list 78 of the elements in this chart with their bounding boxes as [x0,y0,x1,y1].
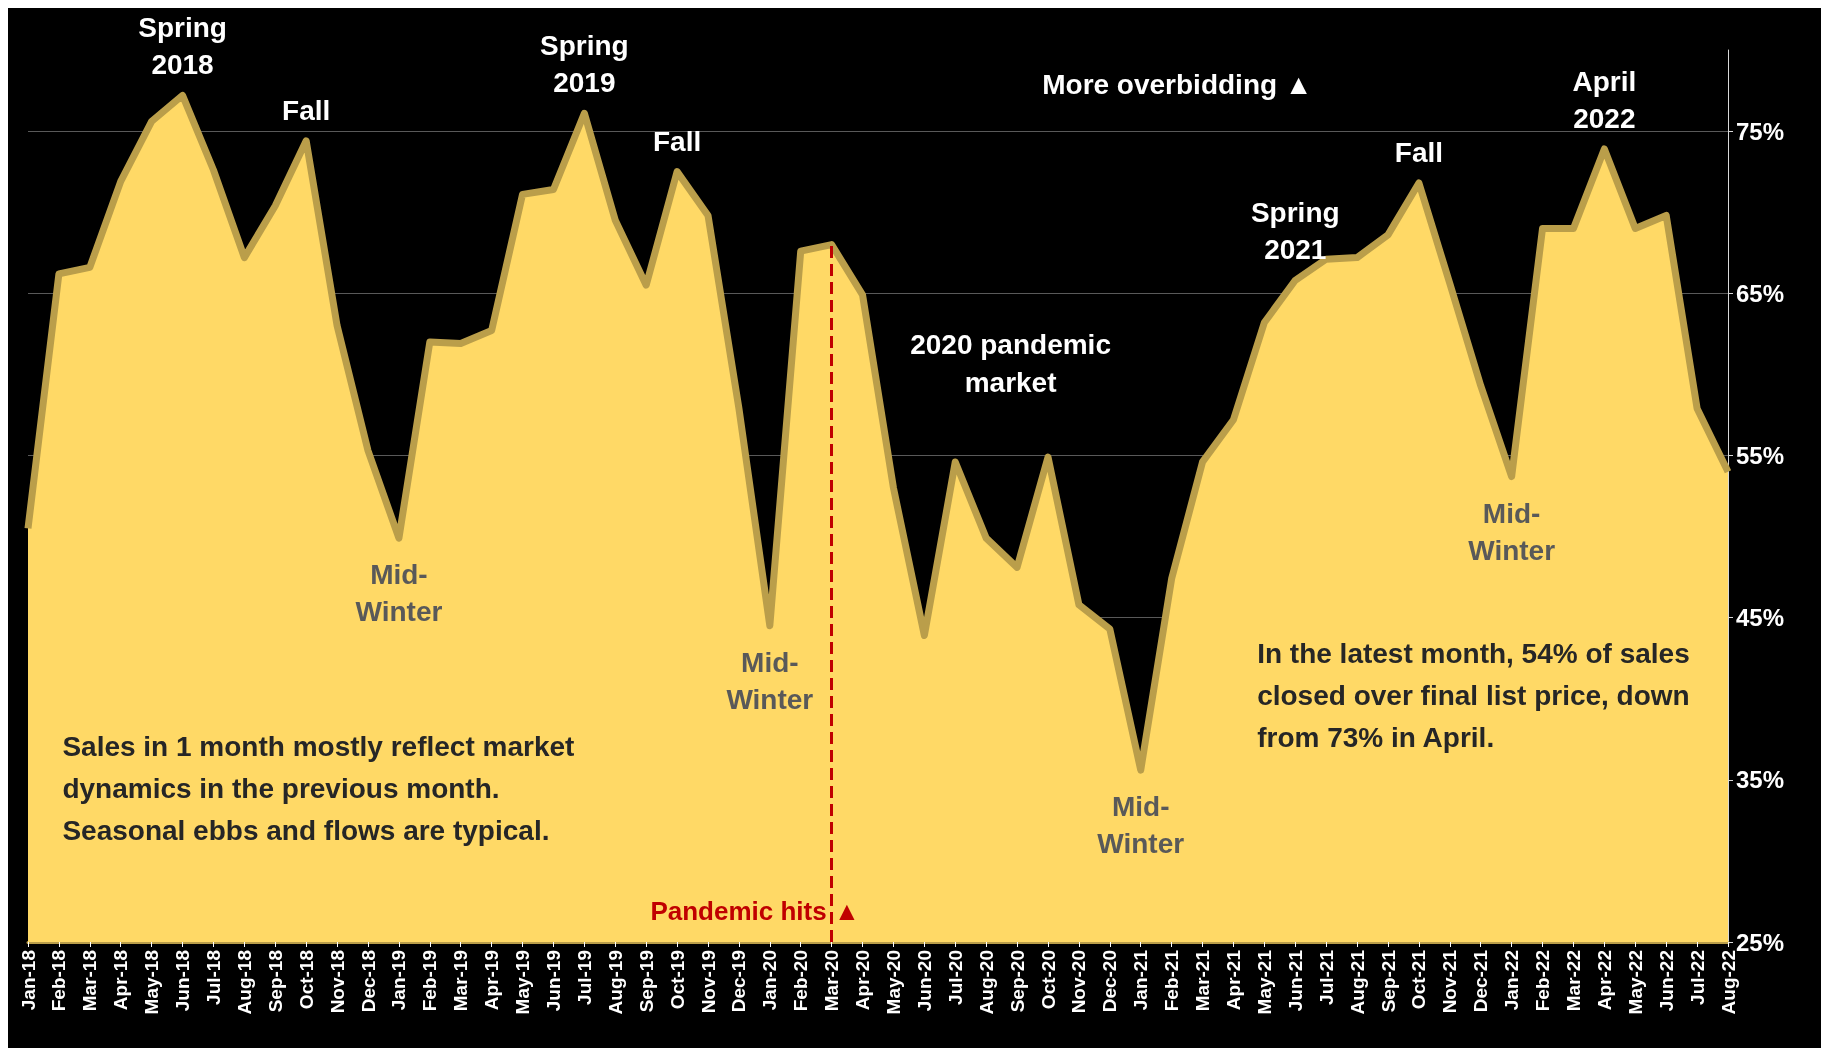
x-tick-label: Nov-21 [1439,949,1461,1014]
annotation: Mid- Winter [726,646,814,715]
x-tick-label: Mar-18 [79,950,101,1012]
x-tick-label: Sep-21 [1377,949,1399,1013]
annotation: Mid- Winter [355,559,443,628]
annotation: Spring 2021 [1250,197,1340,266]
x-tick-label: Jul-21 [1315,949,1337,1005]
annotation: April 2022 [1572,65,1637,134]
annotation: Spring 2018 [138,12,227,81]
annotation: Fall [1394,136,1444,168]
x-tick-label: Mar-22 [1562,950,1584,1012]
x-tick-label: May-20 [882,950,904,1015]
y-tick-label: 25% [1736,928,1785,956]
x-tick-label: Aug-21 [1346,949,1368,1015]
x-tick-label: Jun-18 [172,950,194,1012]
x-tick-label: Oct-19 [666,950,688,1010]
x-tick-label: Jun-19 [542,950,564,1012]
x-tick-label: Apr-19 [481,950,503,1011]
x-tick-label: Aug-22 [1717,950,1739,1015]
x-tick-label: Sep-20 [1006,950,1028,1013]
x-tick-label: Feb-22 [1532,950,1554,1012]
x-tick-label: May-21 [1253,949,1275,1015]
x-tick-label: Jun-22 [1655,950,1677,1012]
x-tick-label: Dec-19 [728,950,750,1013]
x-tick-label: Oct-18 [295,950,317,1010]
x-tick-label: Jul-18 [202,950,224,1005]
y-tick-label: 35% [1736,766,1785,794]
x-tick-label: Feb-21 [1161,949,1183,1012]
x-tick-label: Apr-21 [1222,949,1244,1011]
x-tick-label: Nov-18 [326,950,348,1014]
annotation: Fall [282,94,331,126]
x-tick-label: Mar-20 [821,950,843,1012]
x-tick-label: Jul-19 [573,950,595,1005]
x-tick-label: Jan-18 [17,950,39,1011]
annotation: 2020 pandemic market [910,328,1111,398]
x-tick-label: Dec-21 [1470,949,1492,1013]
x-tick-label: Apr-22 [1593,950,1615,1011]
x-tick-label: Mar-19 [450,950,472,1012]
x-tick-label: Aug-18 [233,950,255,1015]
x-tick-label: Aug-20 [975,950,997,1015]
x-tick-label: Jan-22 [1501,950,1523,1011]
x-tick-label: Dec-18 [357,950,379,1013]
x-tick-label: May-19 [512,950,534,1015]
x-tick-label: Dec-20 [1099,950,1121,1013]
x-tick-label: Aug-19 [604,950,626,1015]
x-tick-label: Nov-20 [1068,950,1090,1014]
y-tick-label: 75% [1736,117,1785,145]
annotation: Fall [652,125,702,157]
x-tick-label: Jan-20 [759,950,781,1011]
annotation: Sales in 1 month mostly reflect market dynamics in the previous month. Seasonal ebbs and flows are typical. [62,731,583,847]
x-tick-label: May-18 [141,950,163,1015]
y-tick-label: 45% [1736,604,1785,632]
x-tick-label: Oct-20 [1037,950,1059,1010]
x-tick-label: Jul-20 [944,950,966,1005]
x-tick-label: May-22 [1624,950,1646,1015]
x-tick-label: Nov-19 [697,950,719,1014]
x-tick-label: Feb-19 [419,950,441,1012]
x-tick-label: Oct-21 [1408,949,1430,1010]
annotation: In the latest month, 54% of sales closed over final list price, down from 73% in April. [1257,637,1698,753]
x-tick-label: Jan-21 [1130,949,1152,1011]
x-tick-label: Sep-19 [635,950,657,1013]
x-tick-label: Sep-18 [264,950,286,1013]
x-tick-label: Jan-19 [388,950,410,1011]
y-tick-label: 55% [1736,441,1785,469]
annotation: More overbidding ▲ [1042,68,1313,100]
x-tick-label: Mar-21 [1192,949,1214,1012]
annotation: Mid- Winter [1097,791,1185,860]
x-tick-label: Feb-18 [48,950,70,1012]
x-tick-label: Feb-20 [790,950,812,1012]
x-tick-label: Apr-20 [852,950,874,1011]
annotation: Mid- Winter [1468,497,1556,566]
x-tick-label: Jun-21 [1284,949,1306,1012]
annotation: Spring 2019 [540,30,629,99]
ref-line-label: Pandemic hits ▲ [650,896,860,926]
x-tick-label: Jul-22 [1686,950,1708,1005]
x-tick-label: Jun-20 [913,950,935,1012]
x-tick-label: Apr-18 [110,950,132,1011]
y-tick-label: 65% [1736,279,1785,307]
